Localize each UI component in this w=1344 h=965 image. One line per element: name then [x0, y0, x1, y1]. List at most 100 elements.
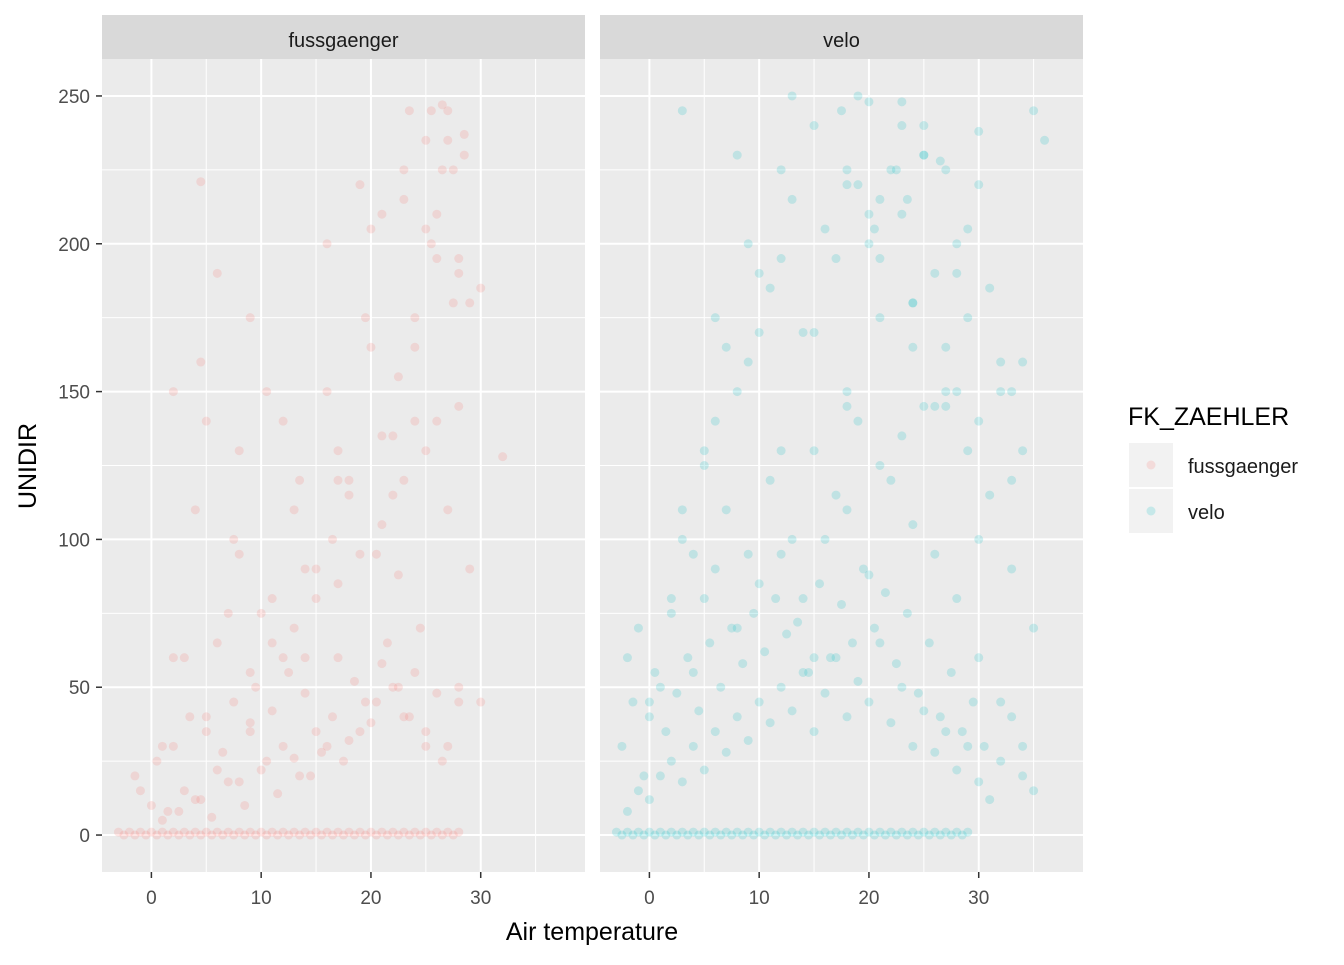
data-point: [842, 827, 852, 837]
data-point: [328, 534, 338, 544]
data-point: [853, 91, 863, 101]
data-point: [256, 608, 266, 618]
data-point: [404, 106, 414, 116]
data-point: [360, 830, 370, 840]
data-point: [190, 827, 200, 837]
data-point: [666, 756, 676, 766]
data-point: [360, 313, 370, 323]
data-point: [146, 827, 156, 837]
data-point: [415, 830, 425, 840]
x-tick-label: 0: [644, 888, 655, 909]
data-point: [300, 653, 310, 663]
data-point: [908, 827, 918, 837]
data-point: [448, 830, 458, 840]
data-point: [410, 827, 420, 837]
x-tick-label: 30: [968, 888, 989, 909]
data-point: [415, 623, 425, 633]
data-point: [864, 239, 874, 249]
data-point: [622, 806, 632, 816]
data-point: [699, 827, 709, 837]
data-point: [240, 800, 250, 810]
legend-label: velo: [1188, 502, 1225, 524]
data-point: [963, 446, 973, 456]
y-axis-title: UNIDIR: [14, 423, 42, 509]
data-point: [776, 446, 786, 456]
data-point: [913, 830, 923, 840]
data-point: [344, 475, 354, 485]
data-point: [355, 727, 365, 737]
data-point: [251, 830, 261, 840]
data-point: [262, 756, 272, 766]
data-point: [443, 106, 453, 116]
data-point: [902, 608, 912, 618]
data-point: [842, 505, 852, 515]
data-point: [908, 298, 918, 308]
data-point: [371, 830, 381, 840]
data-point: [677, 534, 687, 544]
data-point: [454, 827, 464, 837]
data-point: [311, 727, 321, 737]
data-point: [919, 150, 929, 160]
data-point: [677, 505, 687, 515]
data-point: [699, 446, 709, 456]
data-point: [426, 239, 436, 249]
data-point: [677, 827, 687, 837]
data-point: [935, 712, 945, 722]
data-point: [897, 97, 907, 107]
data-point: [655, 771, 665, 781]
data-point: [930, 549, 940, 559]
data-point: [196, 357, 206, 367]
data-point: [639, 830, 649, 840]
data-point: [919, 827, 929, 837]
data-point: [864, 570, 874, 580]
data-point: [201, 712, 211, 722]
data-point: [355, 549, 365, 559]
data-point: [721, 747, 731, 757]
data-point: [410, 416, 420, 426]
data-point: [421, 224, 431, 234]
data-point: [344, 490, 354, 500]
data-point: [196, 830, 206, 840]
data-point: [355, 180, 365, 190]
data-point: [306, 830, 316, 840]
data-point: [864, 209, 874, 219]
data-point: [732, 150, 742, 160]
data-point: [749, 608, 759, 618]
legend-key-velo: [1129, 489, 1173, 533]
data-point: [897, 209, 907, 219]
data-point: [218, 830, 228, 840]
data-point: [234, 777, 244, 787]
data-point: [946, 830, 956, 840]
data-point: [185, 830, 195, 840]
data-point: [776, 549, 786, 559]
data-point: [388, 682, 398, 692]
data-point: [864, 697, 874, 707]
data-point: [996, 756, 1006, 766]
data-point: [432, 688, 442, 698]
data-point: [655, 682, 665, 692]
data-point: [935, 830, 945, 840]
data-point: [459, 129, 469, 139]
data-point: [366, 342, 376, 352]
data-point: [454, 401, 464, 411]
data-point: [393, 372, 403, 382]
data-point: [842, 165, 852, 175]
facet-panel-velo: velo 0 10 20 30: [600, 15, 1083, 909]
data-point: [831, 653, 841, 663]
data-point: [952, 827, 962, 837]
data-point: [157, 827, 167, 837]
data-point: [952, 387, 962, 397]
data-point: [196, 177, 206, 187]
data-point: [650, 667, 660, 677]
data-point: [179, 786, 189, 796]
data-point: [124, 827, 134, 837]
data-point: [168, 741, 178, 751]
data-point: [207, 812, 217, 822]
data-point: [688, 549, 698, 559]
data-point: [622, 827, 632, 837]
data-point: [1018, 446, 1028, 456]
data-point: [284, 830, 294, 840]
data-point: [349, 676, 359, 686]
data-point: [322, 239, 332, 249]
data-point: [617, 830, 627, 840]
